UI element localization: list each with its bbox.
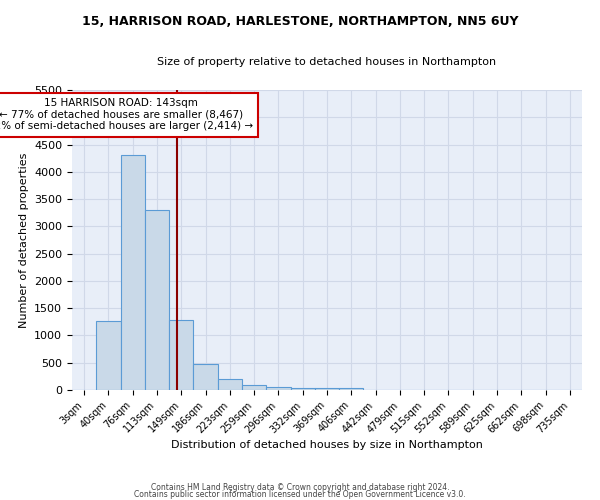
Bar [242, 385, 266, 390]
Text: 15, HARRISON ROAD, HARLESTONE, NORTHAMPTON, NN5 6UY: 15, HARRISON ROAD, HARLESTONE, NORTHAMPT… [82, 15, 518, 28]
Bar [339, 388, 364, 390]
Bar [96, 320, 121, 390]
Bar [145, 210, 169, 390]
X-axis label: Distribution of detached houses by size in Northampton: Distribution of detached houses by size … [171, 440, 483, 450]
Bar [290, 388, 315, 390]
Bar [121, 156, 145, 390]
Bar [169, 320, 193, 390]
Y-axis label: Number of detached properties: Number of detached properties [19, 152, 29, 328]
Bar [218, 378, 242, 390]
Title: Size of property relative to detached houses in Northampton: Size of property relative to detached ho… [157, 57, 497, 67]
Bar [266, 386, 290, 390]
Text: 15 HARRISON ROAD: 143sqm
← 77% of detached houses are smaller (8,467)
22% of sem: 15 HARRISON ROAD: 143sqm ← 77% of detach… [0, 98, 253, 132]
Text: Contains public sector information licensed under the Open Government Licence v3: Contains public sector information licen… [134, 490, 466, 499]
Bar [315, 388, 339, 390]
Text: Contains HM Land Registry data © Crown copyright and database right 2024.: Contains HM Land Registry data © Crown c… [151, 484, 449, 492]
Bar [193, 364, 218, 390]
